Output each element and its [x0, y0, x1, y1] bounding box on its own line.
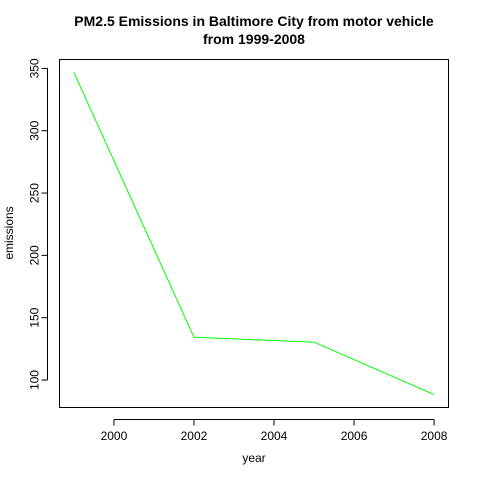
x-tick-label: 2006 [341, 429, 368, 443]
x-tick-label: 2002 [181, 429, 208, 443]
y-axis-label: emissions [2, 206, 16, 259]
y-tick-label: 200 [28, 245, 42, 265]
plot-area [60, 60, 449, 408]
chart-title-line-2: from 1999-2008 [203, 31, 305, 47]
x-axis: 2000 2002 2004 2006 2008 [101, 420, 448, 444]
y-tick-label: 150 [28, 307, 42, 327]
x-tick-label: 2008 [421, 429, 448, 443]
y-axis: 100 150 200 250 300 350 [28, 58, 48, 390]
series-line [74, 72, 434, 394]
y-tick-label: 100 [28, 370, 42, 390]
y-tick-label: 350 [28, 58, 42, 78]
x-tick-label: 2000 [101, 429, 128, 443]
y-tick-label: 250 [28, 183, 42, 203]
y-tick-label: 300 [28, 120, 42, 140]
series-group [74, 72, 434, 394]
x-axis-label: year [242, 451, 265, 465]
chart-title-line-1: PM2.5 Emissions in Baltimore City from m… [74, 13, 434, 29]
x-tick-label: 2004 [261, 429, 288, 443]
